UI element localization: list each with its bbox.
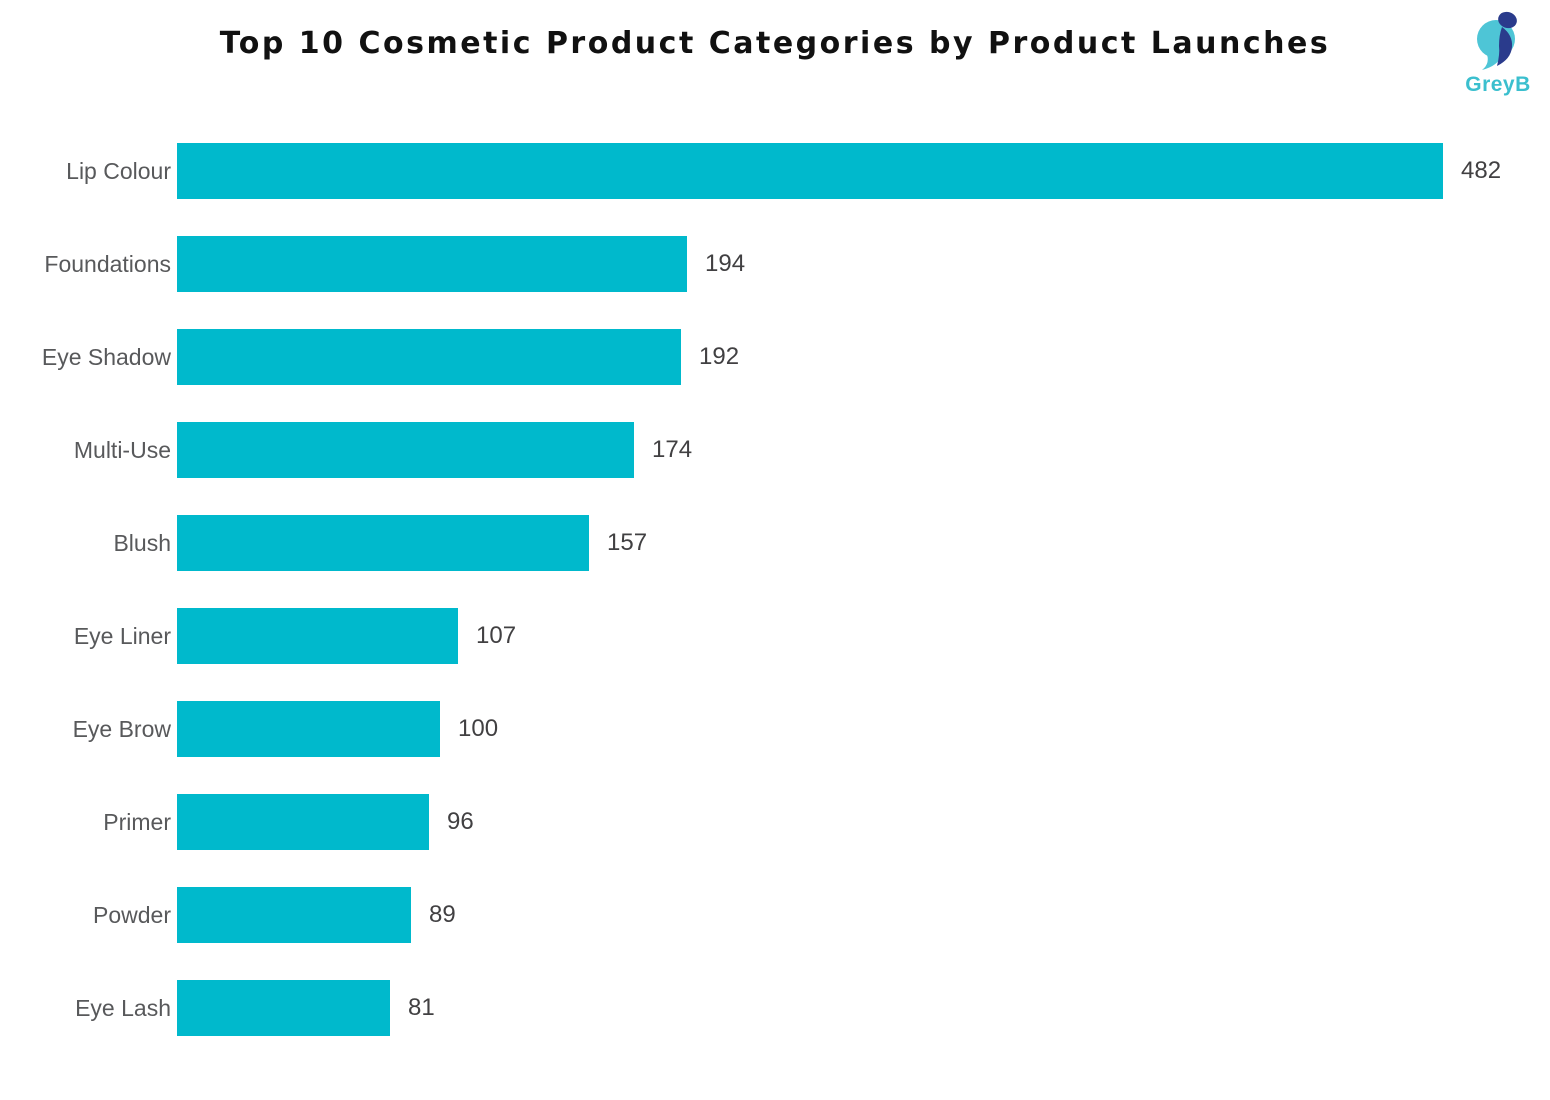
value-label-lip-colour: 482 [1461,157,1502,184]
category-label-blush: Blush [113,529,171,556]
bar-eye-lash [177,980,390,1036]
category-label-eye-liner: Eye Liner [73,622,171,649]
bar-row-primer: Primer 96 [0,794,1550,850]
bar-row-eye-shadow: Eye Shadow 192 [0,329,1550,385]
bar-lip-colour [177,143,1443,199]
value-label-blush: 157 [607,529,648,556]
chart-title: Top 10 Cosmetic Product Categories by Pr… [219,26,1331,61]
category-label-eye-shadow: Eye Shadow [41,343,171,370]
value-label-eye-shadow: 192 [699,343,740,370]
bar-eye-shadow [177,329,681,385]
greyb-logo: GreyB [1458,8,1538,97]
category-label-powder: Powder [93,901,171,928]
value-label-eye-lash: 81 [408,994,435,1021]
bar-row-eye-lash: Eye Lash 81 [0,980,1550,1036]
value-label-eye-liner: 107 [476,622,517,649]
bar-powder [177,887,411,943]
category-label-primer: Primer [103,808,171,835]
bar-row-powder: Powder 89 [0,887,1550,943]
category-label-eye-lash: Eye Lash [75,994,171,1021]
bar-eye-brow [177,701,440,757]
value-label-multi-use: 174 [652,436,693,463]
category-label-lip-colour: Lip Colour [66,157,171,184]
value-label-primer: 96 [447,808,474,835]
bar-multi-use [177,422,634,478]
bar-row-eye-brow: Eye Brow 100 [0,701,1550,757]
bar-row-eye-liner: Eye Liner 107 [0,608,1550,664]
bar-foundations [177,236,687,292]
bar-chart: Lip Colour 482 Foundations 194 Eye Shadow 192… [0,143,1550,1073]
value-label-foundations: 194 [705,250,746,277]
bar-blush [177,515,589,571]
category-label-eye-brow: Eye Brow [72,715,171,742]
category-label-foundations: Foundations [44,250,171,277]
bar-row-lip-colour: Lip Colour 482 [0,143,1550,199]
bar-primer [177,794,429,850]
greyb-logo-text: GreyB [1465,73,1531,96]
value-label-eye-brow: 100 [458,715,499,742]
bar-row-blush: Blush 157 [0,515,1550,571]
bar-row-foundations: Foundations 194 [0,236,1550,292]
value-label-powder: 89 [429,901,456,928]
greyb-logo-icon [1477,11,1517,70]
bar-row-multi-use: Multi-Use 174 [0,422,1550,478]
category-label-multi-use: Multi-Use [73,436,171,463]
bar-eye-liner [177,608,458,664]
